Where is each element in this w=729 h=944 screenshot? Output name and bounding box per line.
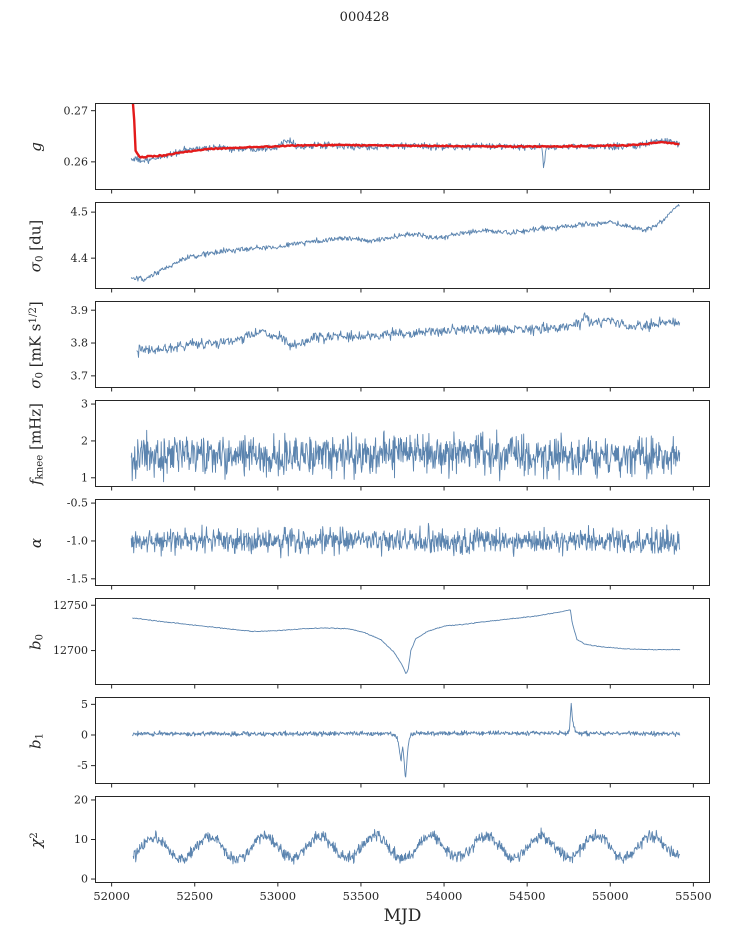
x-tick-label: 54000 [426,889,463,903]
x-tick-label: 53000 [260,889,297,903]
y-tick-label: 0 [81,873,88,886]
series-gain-smooth [131,103,680,159]
x-tick-label: 55000 [592,889,629,903]
y-tick-label: 0 [81,729,88,742]
y-axis-label-segment: b [26,639,45,650]
y-tick-label: 3 [81,398,88,411]
y-axis-label-segment: 2 [28,831,40,839]
y-axis-label-sigma0-du: σ0 [du] [26,219,45,271]
x-tick-label: 52000 [93,889,130,903]
y-tick-label: 20 [74,794,88,807]
y-tick-label: -5 [77,759,88,772]
y-axis-label-segment: [mHz] [26,402,45,455]
y-axis-label-b0: b0 [26,633,45,649]
y-axis-label-segment: 1 [34,732,46,739]
y-axis-label-segment: [mK s [26,323,45,372]
figure-title: 000428 [339,10,390,25]
y-tick-label: 3.9 [71,304,89,317]
y-axis-label-segment: 0 [34,371,46,379]
subplot-canvas-b1: -5 0 5 [77,697,710,788]
y-axis-label-alpha: α [27,537,45,547]
axes-frame [95,400,710,487]
subplot-sigma0-du: 4.4 4.5 σ0 [du] [0,202,729,293]
y-axis-label-segment: b [26,738,45,749]
subplot-g: 0.26 0.27 g [0,103,729,194]
y-axis-label-segment: 0 [34,633,46,640]
subplot-alpha: -1.5 -1.0 -0.5 α [0,497,729,590]
series-b1 [132,702,681,778]
y-tick-label: 3.7 [71,369,89,382]
axes-frame [95,598,710,685]
y-axis-label-segment: σ [26,378,45,389]
y-axis-label-segment: 0 [34,255,46,262]
x-tick-label: 55500 [675,889,712,903]
y-tick-label: -0.5 [67,497,88,510]
series-fknee [130,429,681,483]
series-sigma0-du [130,204,680,282]
y-tick-label: 1 [81,471,88,484]
subplot-b1: -5 0 5 b1 [0,697,729,788]
series-alpha [130,522,681,559]
subplot-canvas-sigma0-du: 4.4 4.5 [71,202,710,293]
y-axis-label-segment: [du] [26,219,45,256]
y-tick-label: 4.4 [71,252,89,265]
y-axis-label-g: g [27,142,45,152]
y-tick-label: -1.0 [67,535,88,548]
y-tick-label: -1.5 [67,572,88,585]
y-axis-label-segment: 1/2 [28,306,40,324]
y-tick-label: 0.26 [64,155,89,168]
y-tick-label: 12750 [53,599,88,612]
subplot-b0: 12700 12750 b0 [0,598,729,689]
axes-frame [95,301,710,388]
subplot-canvas-alpha: -1.5 -1.0 -0.5 [67,497,710,590]
y-axis-label-segment: ] [26,300,45,307]
series-sigma0-mks [136,312,681,358]
y-axis-label-segment: knee [34,454,46,479]
y-tick-label: 10 [74,833,88,846]
x-tick-label: 52500 [176,889,213,903]
x-tick-label: 54500 [509,889,546,903]
axes-frame [95,499,710,586]
subplot-fknee: 1 2 3 fknee [mHz] [0,398,729,491]
y-tick-label: 3.8 [71,337,89,350]
y-axis-label-fknee: fknee [mHz] [26,402,45,484]
x-axis-label: MJD [383,906,422,926]
y-tick-label: 4.5 [71,206,89,219]
y-tick-label: 2 [81,435,88,448]
series-b0 [132,609,681,674]
y-axis-label-chi2: χ2 [27,832,45,848]
subplot-canvas-g: 0.26 0.27 [64,103,710,194]
axes-frame [95,202,710,289]
x-tick-label: 53500 [343,889,380,903]
subplot-canvas-fknee: 1 2 3 [81,398,710,491]
series-chi2 [132,827,681,865]
subplot-sigma0-mks: 3.7 3.8 3.9 σ0 [mK s1/2] [0,301,729,392]
subplot-canvas-chi2: 0 10 20 52000 52500 53000 53500 54000 54500 55000… [74,794,712,903]
subplot-canvas-sigma0-mks: 3.7 3.8 3.9 [71,301,710,392]
y-tick-label: 5 [81,698,88,711]
subplot-chi2: 0 10 20 52000 52500 53000 53500 54000 54500 55000… [0,794,729,903]
y-tick-label: 0.27 [64,104,89,117]
subplot-canvas-b0: 12700 12750 [53,598,710,689]
y-axis-label-segment: σ [26,261,45,272]
axes-frame [95,103,710,190]
axes-frame [95,796,710,883]
y-axis-label-segment: f [26,478,45,485]
y-tick-label: 12700 [53,644,88,657]
y-axis-label-segment: α [27,537,45,548]
axes-frame [95,697,710,784]
y-axis-label-sigma0-mks: σ0 [mK s1/2] [26,301,45,389]
series-gain-raw [130,137,681,169]
y-axis-label-b1: b1 [26,732,45,748]
y-axis-label-segment: g [27,141,45,152]
y-axis-label-segment: χ [27,838,45,848]
